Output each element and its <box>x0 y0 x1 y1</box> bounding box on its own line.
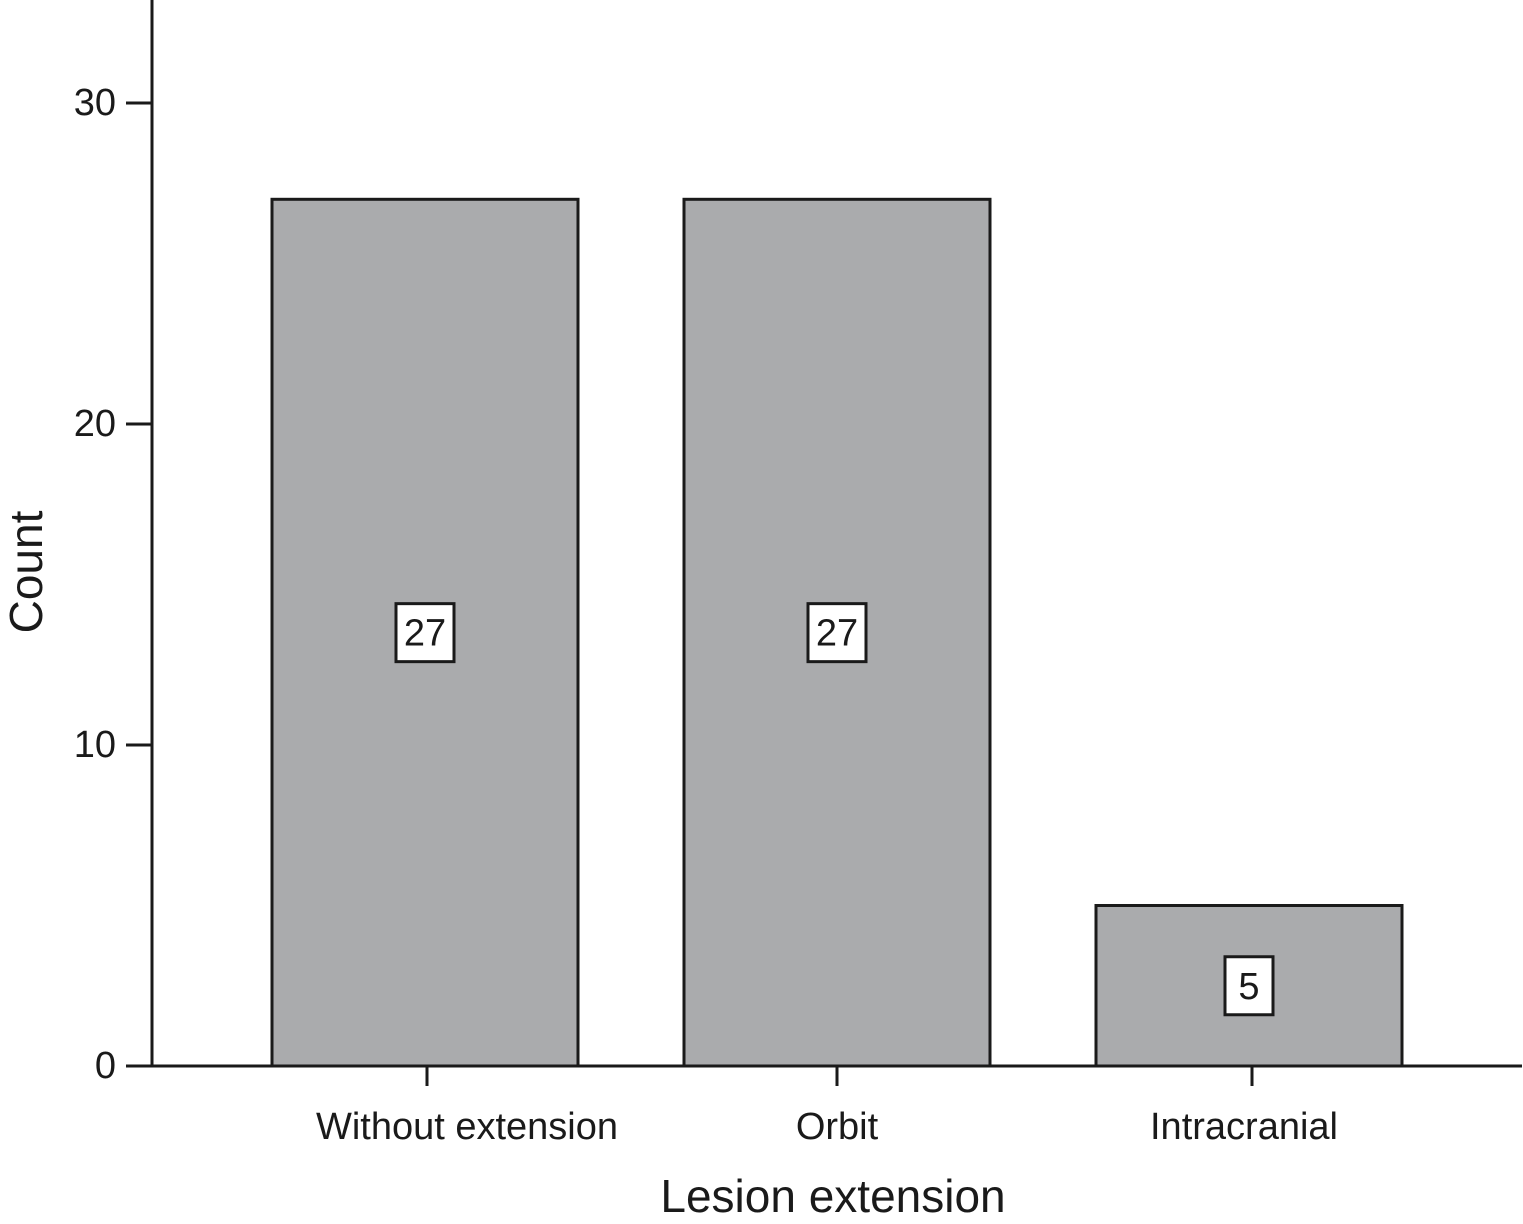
x-tick-label: Orbit <box>796 1106 879 1148</box>
y-tick-label: 20 <box>74 403 116 445</box>
data-label-box <box>1223 955 1275 1017</box>
x-tick-label: Without extension <box>316 1106 618 1148</box>
y-tick-label: 10 <box>74 724 116 766</box>
data-label-box <box>394 602 456 664</box>
y-tick-label: 0 <box>95 1045 116 1087</box>
data-label: 5 <box>1238 966 1259 1008</box>
x-tick-label: Intracranial <box>1150 1106 1338 1148</box>
x-axis-title: Lesion extension <box>660 1170 1005 1222</box>
bar <box>270 197 580 1068</box>
data-label-box <box>806 602 868 664</box>
y-axis-title: Count <box>0 510 52 633</box>
bars: 27 27 5 <box>270 197 1404 1068</box>
y-tick-label: 30 <box>74 82 116 124</box>
data-label: 27 <box>816 613 858 655</box>
data-label: 27 <box>404 613 446 655</box>
y-ticks: 0 10 20 30 <box>74 82 152 1087</box>
x-ticks: Without extension Orbit Intracranial <box>316 1066 1338 1148</box>
